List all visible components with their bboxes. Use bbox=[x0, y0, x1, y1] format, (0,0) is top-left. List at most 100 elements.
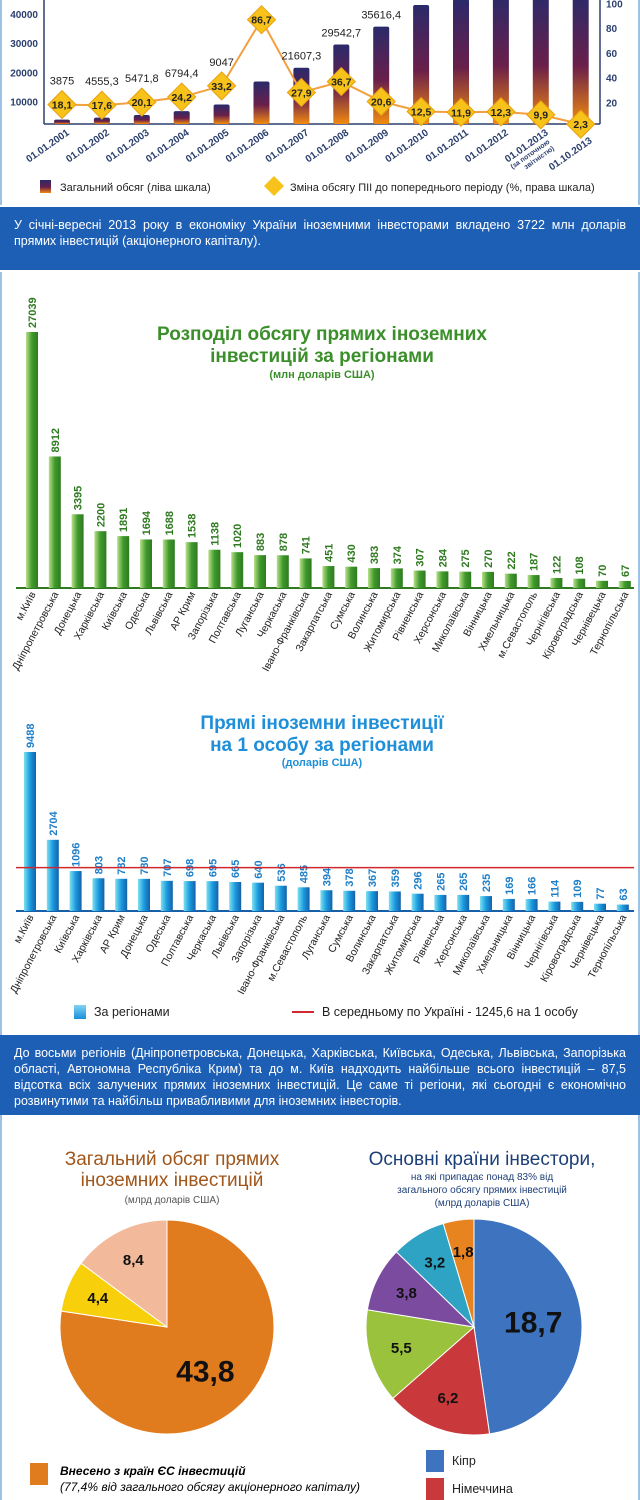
bar-value-label: 270 bbox=[483, 550, 495, 568]
left-tick-label: 20000 bbox=[10, 68, 38, 79]
chart-title: Прямі іноземни інвестиції на 1 особу за … bbox=[2, 713, 640, 757]
bar bbox=[388, 891, 401, 911]
bar bbox=[54, 119, 70, 124]
bar-value-label: 169 bbox=[504, 877, 516, 895]
bar-value-label: 35616,4 bbox=[361, 10, 401, 22]
bar bbox=[527, 575, 540, 588]
bar-value-label: 187 bbox=[529, 553, 541, 571]
bar bbox=[115, 878, 128, 911]
bar bbox=[254, 555, 266, 588]
bar-value-label: 307 bbox=[415, 548, 427, 566]
bar bbox=[413, 5, 430, 124]
bar-value-label: 275 bbox=[460, 549, 472, 567]
pie-slice bbox=[80, 1219, 168, 1328]
change-value-label: 27,9 bbox=[291, 87, 312, 99]
bar-value-label: 803 bbox=[93, 856, 105, 874]
change-value-label: 11,9 bbox=[451, 107, 471, 119]
x-tick-label: 01.01.2005 bbox=[184, 127, 232, 165]
pie-panel: Загальний обсяг прямих іноземних інвести… bbox=[0, 1115, 640, 1500]
pie-value-label: 3,8 bbox=[396, 1285, 417, 1302]
bar-value-label: 3875 bbox=[50, 76, 74, 88]
bar-value-label: 27039 bbox=[27, 297, 39, 328]
change-marker bbox=[246, 5, 277, 35]
title-line: інвестицій за регіонами bbox=[210, 346, 434, 367]
x-tick-label: 01.01.2006 bbox=[224, 127, 272, 165]
bar bbox=[274, 885, 287, 911]
bar-value-label: 9047 bbox=[209, 57, 233, 69]
bar bbox=[532, 0, 549, 124]
bar-value-label: 235 bbox=[481, 874, 493, 892]
bar bbox=[343, 890, 356, 911]
bar-value-label: 166 bbox=[527, 877, 539, 895]
bar bbox=[573, 578, 586, 588]
bar-value-label: 782 bbox=[116, 856, 128, 874]
change-marker bbox=[406, 96, 436, 127]
change-marker bbox=[446, 97, 476, 127]
bar bbox=[525, 899, 538, 911]
bar bbox=[457, 894, 470, 911]
fdi-dynamics-chart: 10000 20000 30000 40000 20 40 60 80 100 18,1 17,6 2… bbox=[10, 0, 623, 196]
bar bbox=[213, 104, 230, 124]
legend-swatch bbox=[426, 1450, 444, 1472]
bar-value-label: 284 bbox=[437, 548, 449, 567]
bar bbox=[133, 114, 150, 124]
pie-slice bbox=[59, 1219, 275, 1435]
x-tick-label: 01.01.2003 bbox=[104, 127, 152, 165]
bar-value-label: 640 bbox=[253, 860, 265, 878]
bar-value-label: 394 bbox=[321, 867, 333, 886]
legend-swatch bbox=[74, 1005, 86, 1019]
bar-value-label: 741 bbox=[301, 536, 313, 554]
subtitle-line: на які припадає понад 83% від bbox=[410, 1172, 554, 1183]
bar bbox=[183, 881, 196, 911]
legend-label: В середньому по Україні - 1245,6 на 1 ос… bbox=[322, 1005, 578, 1019]
x-tick-label: Дніпропетровська bbox=[8, 913, 60, 996]
bar bbox=[160, 880, 173, 911]
legend-swatch bbox=[426, 1478, 444, 1500]
legend-swatch-diamond bbox=[264, 176, 284, 196]
x-tick-label: 01.01.2010 bbox=[384, 127, 432, 165]
bar-value-label: 383 bbox=[369, 546, 381, 564]
bar bbox=[548, 901, 561, 911]
pie-value-label: 5,5 bbox=[391, 1340, 412, 1357]
bar bbox=[616, 904, 629, 911]
bar bbox=[618, 581, 631, 588]
legend-label: Внесено з країн ЄС інвестицій bbox=[60, 1464, 246, 1478]
bar bbox=[276, 555, 289, 588]
change-value-label: 17,6 bbox=[92, 100, 113, 112]
fdi-dynamics-panel: 10000 20000 30000 40000 20 40 60 80 100 18,1 17,6 2… bbox=[0, 0, 640, 205]
change-marker bbox=[486, 97, 516, 127]
bar-value-label: 109 bbox=[572, 880, 584, 898]
pie1-title: Загальний обсяг прямих іноземних інвести… bbox=[32, 1149, 312, 1207]
pie-value-label: 1,8 bbox=[453, 1244, 474, 1261]
legend-label: Загальний обсяг (ліва шкала) bbox=[60, 182, 211, 194]
fdi-by-region-panel: Розподіл обсягу прямих іноземних інвести… bbox=[0, 272, 640, 705]
bar bbox=[572, 0, 589, 124]
bar-value-label: 485 bbox=[299, 865, 311, 883]
change-value-label: 12,5 bbox=[411, 107, 432, 119]
bar bbox=[93, 117, 110, 124]
legend-item-average: В середньому по Україні - 1245,6 на 1 ос… bbox=[292, 1005, 578, 1019]
chart-title: Розподіл обсягу прямих іноземних інвести… bbox=[2, 324, 640, 368]
bar bbox=[162, 539, 175, 588]
right-tick-label: 60 bbox=[606, 49, 618, 60]
bar-value-label: 122 bbox=[551, 556, 563, 574]
bar bbox=[459, 571, 472, 588]
bar-value-label: 378 bbox=[344, 868, 356, 886]
bar bbox=[482, 571, 494, 588]
legend-label: Зміна обсягу ПІІ до попереднього періоду… bbox=[290, 182, 595, 194]
x-tick-label: 01.01.2011 bbox=[424, 127, 471, 165]
pie-slice bbox=[365, 1309, 476, 1400]
right-tick-label: 100 bbox=[606, 0, 623, 10]
bar bbox=[502, 898, 515, 911]
change-value-label: 20,1 bbox=[132, 97, 153, 109]
title-line: іноземних інвестицій bbox=[80, 1170, 264, 1191]
bar bbox=[208, 549, 221, 588]
x-tick-label: 01.01.2012 bbox=[463, 127, 511, 165]
pie2-title: Основні країни інвестори, на які припада… bbox=[342, 1149, 622, 1210]
pie-value-label: 18,7 bbox=[504, 1307, 562, 1340]
left-tick-label: 40000 bbox=[10, 10, 38, 21]
bar-value-label: 29542,7 bbox=[321, 27, 361, 39]
bar bbox=[138, 878, 150, 911]
pie-value-label: 4,4 bbox=[87, 1290, 109, 1307]
bar bbox=[252, 882, 264, 911]
